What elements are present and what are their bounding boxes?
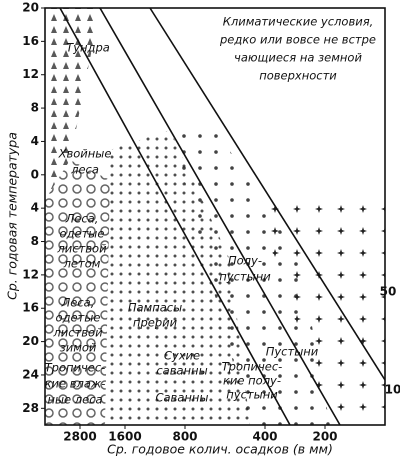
region-label: Тундра [66,41,110,55]
region-label: чающиеся на земной [234,51,362,65]
textures [45,8,385,425]
y-tick-label: 20 [22,334,39,348]
region-label: леса [70,163,99,177]
boundary-line [99,7,341,426]
region-label: Леса, [61,296,95,310]
region-label: летом [63,257,101,271]
region-label: листвой [52,326,103,340]
plot-frame [44,7,386,426]
region-label: Климатические условия, [223,15,374,29]
region-label: Хвойные [58,147,112,161]
texture [255,200,385,425]
x-tick-label: 2800 [63,430,96,444]
region-label: листвой [56,242,107,256]
x-tick-label: 400 [252,430,277,444]
y-tick-label: 16 [22,301,39,315]
texture [45,160,110,425]
x-tick-label: 1600 [108,430,141,444]
y-tick-label: 28 [22,401,39,415]
y-tick-label: 0 [31,167,39,181]
texture [110,130,250,425]
region-label: Сухие [164,349,200,363]
y-tick-label: 4 [31,201,39,215]
x-tick-label: 800 [172,430,197,444]
region-label: одетые [56,311,101,325]
region-label: одетые [60,227,105,241]
region-label: кие влаж- [45,377,106,391]
region-label: Пампасы [128,301,182,315]
y-tick-label: 24 [22,367,39,381]
edge-label: 50 [380,285,397,299]
region-label: Полу- [228,254,262,268]
boundaries [59,7,386,426]
region-label: пустыни [219,270,271,284]
region-label: Пустыни [266,345,319,359]
region-label: зимой [60,341,97,355]
y-tick-label: 20 [22,1,39,15]
region-label: ные леса [47,393,102,407]
y-tick-label: 12 [22,267,39,281]
boundary-line [149,7,386,381]
region-label: Тропичес- [45,361,106,375]
y-tick-label: 12 [22,67,39,81]
region-label: кие полу- [223,374,281,388]
boundary-line [59,7,291,426]
y-tick-label: 4 [31,134,39,148]
y-tick-label: 16 [22,34,39,48]
edge-label: 10 [385,383,400,397]
region-label: прерии [133,316,178,330]
x-tick-label: 200 [312,430,337,444]
region-label: Саванны [155,391,208,405]
region-label: пустыни [226,388,278,402]
y-tick-label: 8 [31,101,39,115]
region-label: редко или вовсе не встре [219,33,376,47]
texture [170,120,330,425]
x-axis-title: Ср. годовое колич. осадков (в мм) [107,442,333,457]
region-label: саванны [156,364,207,378]
region-label: Тропичес- [222,360,283,374]
region-label: Леса, [65,212,99,226]
y-tick-label: 8 [31,234,39,248]
y-axis-title: Ср. годовая температура [5,132,20,300]
region-label: поверхности [259,69,337,83]
